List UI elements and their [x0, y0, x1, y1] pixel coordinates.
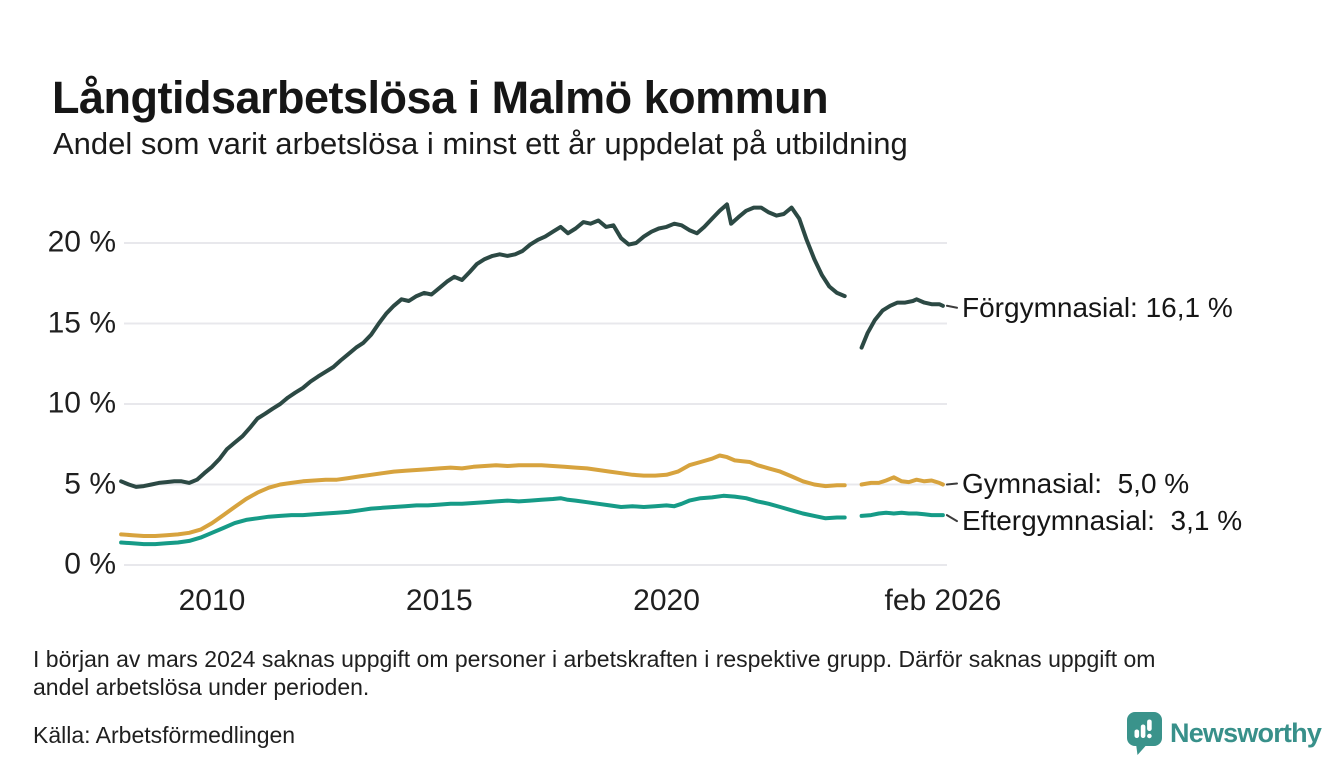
series-line-gymnasial-seg1	[859, 475, 945, 487]
series-line-förgymnasial-seg1	[859, 297, 945, 350]
footnote-line-1: I början av mars 2024 saknas uppgift om …	[33, 646, 1156, 672]
newsworthy-bar-chart-icon	[1127, 712, 1162, 755]
series-label-forgymnasial: Förgymnasial: 16,1 %	[962, 291, 1233, 323]
label-connector-eftergymnasial	[945, 514, 958, 523]
series-label-gymnasial: Gymnasial: 5,0 %	[962, 467, 1190, 499]
y-tick-label-15: 15 %	[47, 305, 116, 339]
series-line-eftergymnasial-seg0	[119, 493, 847, 547]
x-tick-label-2015: 2015	[405, 584, 473, 617]
y-tick-label-10: 10 %	[47, 386, 116, 420]
series-line-gymnasial-seg0	[119, 453, 847, 538]
y-tick-label-20: 20 %	[47, 225, 116, 259]
newsworthy-wordmark: Newsworthy	[1170, 718, 1322, 748]
x-tick-label-2020: 2020	[633, 584, 700, 617]
label-connector-gymnasial	[945, 482, 958, 486]
chart-subtitle: Andel som varit arbetslösa i minst ett å…	[53, 126, 908, 161]
x-tick-label-feb-2026: feb 2026	[884, 584, 1002, 617]
footnote-line-2: andel arbetslösa under perioden.	[33, 674, 370, 700]
source-text: Källa: Arbetsförmedlingen	[33, 722, 296, 748]
chart-title: Långtidsarbetslösa i Malmö kommun	[52, 72, 829, 124]
series-line-eftergymnasial-seg1	[859, 510, 945, 518]
y-tick-label-5: 5 %	[64, 466, 116, 500]
y-tick-label-0: 0 %	[64, 547, 116, 581]
x-tick-label-2010: 2010	[178, 584, 246, 617]
label-connector-förgymnasial	[945, 304, 958, 309]
series-line-förgymnasial-seg0	[119, 202, 847, 489]
newsworthy-logo: Newsworthy	[1127, 712, 1322, 755]
series-label-eftergymnasial: Eftergymnasial: 3,1 %	[962, 505, 1243, 537]
